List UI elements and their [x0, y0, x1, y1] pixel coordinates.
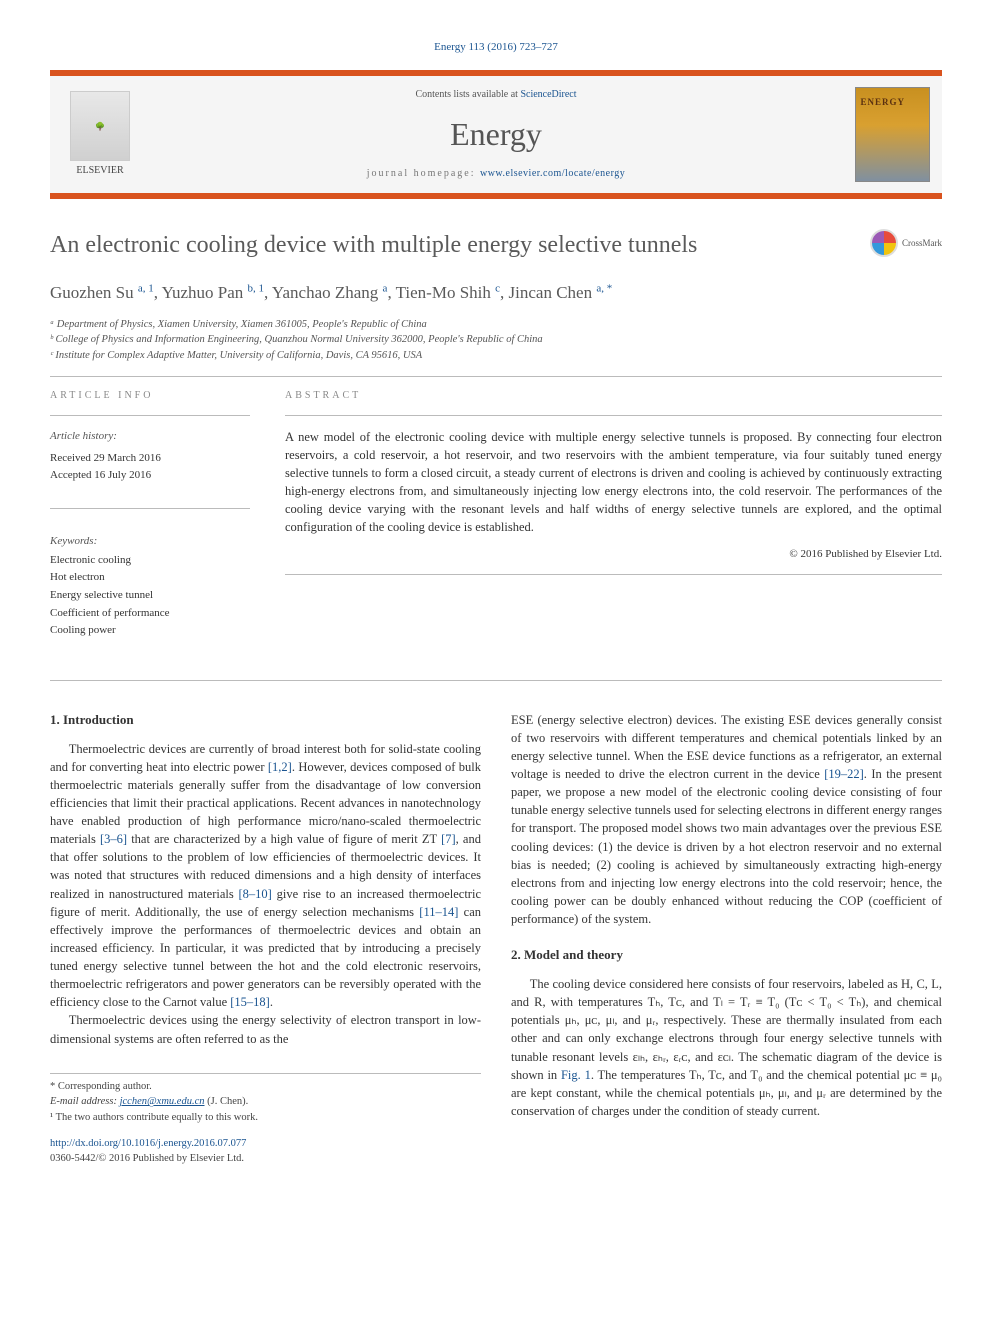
section-1-title: 1. Introduction	[50, 711, 481, 730]
publisher-name: ELSEVIER	[76, 164, 123, 178]
issn-line: 0360-5442/© 2016 Published by Elsevier L…	[50, 1151, 481, 1166]
affiliations: ᵃ Department of Physics, Xiamen Universi…	[50, 317, 942, 364]
doi-link[interactable]: http://dx.doi.org/10.1016/j.energy.2016.…	[50, 1136, 481, 1151]
divider	[285, 415, 942, 416]
received-date: Received 29 March 2016	[50, 450, 250, 467]
email-line: E-mail address: jcchen@xmu.edu.cn (J. Ch…	[50, 1094, 481, 1110]
keywords-list: Electronic coolingHot electronEnergy sel…	[50, 552, 250, 640]
email-label: E-mail address:	[50, 1096, 120, 1107]
email-name: (J. Chen).	[204, 1096, 248, 1107]
intro-paragraph-2-cont: ESE (energy selective electron) devices.…	[511, 711, 942, 929]
article-info-header: ARTICLE INFO	[50, 389, 250, 403]
journal-name: Energy	[160, 112, 832, 157]
divider	[50, 415, 250, 416]
journal-header: 🌳 ELSEVIER Contents lists available at S…	[50, 70, 942, 199]
article-info-column: ARTICLE INFO Article history: Received 2…	[50, 389, 250, 640]
model-paragraph-1: The cooling device considered here consi…	[511, 975, 942, 1120]
crossmark-label: CrossMark	[902, 237, 942, 250]
author-list: Guozhen Su a, 1, Yuzhuo Pan b, 1, Yancha…	[50, 281, 942, 305]
elsevier-logo-icon: 🌳	[70, 91, 130, 161]
keywords-label: Keywords:	[50, 534, 250, 549]
right-column: ESE (energy selective electron) devices.…	[511, 711, 942, 1167]
section-2-title: 2. Model and theory	[511, 946, 942, 965]
email-link[interactable]: jcchen@xmu.edu.cn	[120, 1096, 205, 1107]
crossmark-icon	[870, 229, 898, 257]
abstract-text: A new model of the electronic cooling de…	[285, 428, 942, 537]
corresponding-note: * Corresponding author.	[50, 1079, 481, 1095]
contents-prefix: Contents lists available at	[415, 89, 520, 100]
citation-line: Energy 113 (2016) 723–727	[50, 40, 942, 55]
history-label: Article history:	[50, 428, 250, 445]
left-column: 1. Introduction Thermoelectric devices a…	[50, 711, 481, 1167]
abstract-header: ABSTRACT	[285, 389, 942, 403]
divider	[50, 376, 942, 377]
cover-block: ENERGY	[842, 76, 942, 193]
abstract-column: ABSTRACT A new model of the electronic c…	[285, 389, 942, 640]
journal-cover-thumbnail: ENERGY	[855, 87, 930, 182]
homepage-link[interactable]: www.elsevier.com/locate/energy	[480, 168, 625, 179]
info-abstract-row: ARTICLE INFO Article history: Received 2…	[50, 389, 942, 640]
page: Energy 113 (2016) 723–727 🌳 ELSEVIER Con…	[0, 0, 992, 1206]
divider	[50, 680, 942, 681]
footer-notes: * Corresponding author. E-mail address: …	[50, 1073, 481, 1126]
crossmark-badge[interactable]: CrossMark	[870, 229, 942, 257]
article-title: An electronic cooling device with multip…	[50, 229, 697, 263]
divider	[50, 508, 250, 509]
contents-list-line: Contents lists available at ScienceDirec…	[160, 88, 832, 102]
cover-title: ENERGY	[861, 96, 924, 109]
homepage-line: journal homepage: www.elsevier.com/locat…	[160, 167, 832, 181]
accepted-date: Accepted 16 July 2016	[50, 467, 250, 484]
intro-paragraph-1: Thermoelectric devices are currently of …	[50, 740, 481, 1012]
body-columns: 1. Introduction Thermoelectric devices a…	[50, 711, 942, 1167]
header-center: Contents lists available at ScienceDirec…	[150, 76, 842, 193]
equal-contrib-note: ¹ The two authors contribute equally to …	[50, 1110, 481, 1126]
publisher-block: 🌳 ELSEVIER	[50, 76, 150, 193]
sciencedirect-link[interactable]: ScienceDirect	[520, 89, 576, 100]
intro-paragraph-2: Thermoelectric devices using the energy …	[50, 1011, 481, 1047]
divider	[285, 574, 942, 575]
abstract-copyright: © 2016 Published by Elsevier Ltd.	[285, 547, 942, 562]
homepage-prefix: journal homepage:	[367, 168, 480, 179]
title-row: An electronic cooling device with multip…	[50, 229, 942, 281]
